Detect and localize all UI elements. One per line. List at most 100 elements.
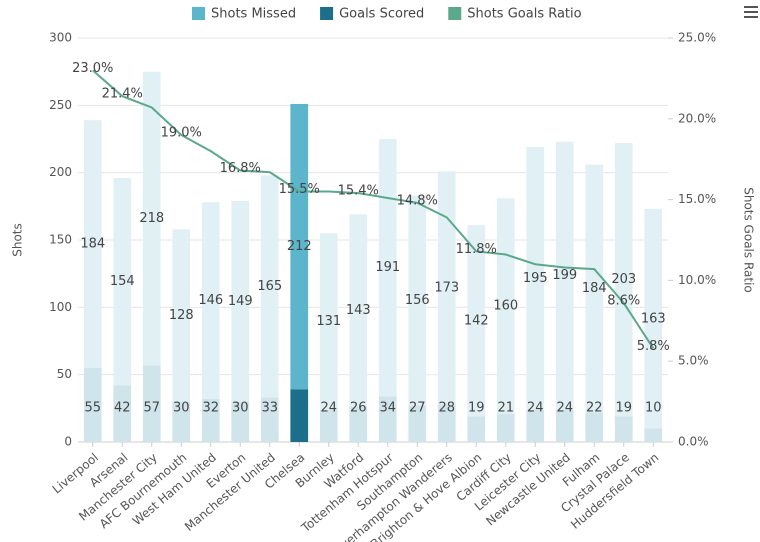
data-label: 184 — [80, 237, 105, 252]
data-label: 19 — [615, 401, 632, 416]
line-label: 11.8% — [456, 242, 497, 257]
data-label: 30 — [232, 401, 249, 416]
data-label: 165 — [257, 279, 282, 294]
data-label: 10 — [645, 401, 662, 416]
y-axis-title: Shots — [11, 223, 25, 257]
bar-segment — [290, 103, 309, 390]
data-label: 34 — [379, 401, 396, 416]
line-label: 23.0% — [72, 61, 113, 76]
data-label: 160 — [493, 298, 518, 313]
bar-segment — [585, 412, 604, 442]
bar-segment — [378, 396, 397, 442]
bar-segment — [349, 406, 368, 442]
legend-label: Shots Goals Ratio — [467, 7, 581, 22]
bar-segment — [614, 416, 633, 442]
bar-segment — [437, 171, 456, 405]
y2-tick-label: 5.0% — [678, 354, 709, 368]
legend-swatch — [320, 7, 334, 20]
bar-segment — [260, 397, 279, 442]
bar-segment — [614, 143, 633, 417]
data-label: 199 — [552, 268, 577, 283]
bar-segment — [113, 178, 132, 386]
y2-tick-label: 20.0% — [678, 111, 716, 125]
bar-segment — [496, 413, 515, 442]
data-label: 218 — [139, 211, 164, 226]
data-label: 203 — [611, 272, 636, 287]
bar-segment — [585, 164, 604, 413]
bar-segment — [231, 401, 250, 442]
line-label: 19.0% — [161, 125, 202, 140]
data-label: 33 — [261, 401, 278, 416]
y2-tick-label: 10.0% — [678, 273, 716, 287]
menu-icon[interactable] — [744, 6, 758, 18]
data-label: 32 — [202, 401, 219, 416]
menu-bar — [744, 11, 758, 13]
bar-segment — [83, 120, 102, 368]
line-label: 5.8% — [637, 339, 670, 354]
y-tick-label: 250 — [49, 98, 72, 112]
bar-segment — [142, 365, 161, 442]
legend-label: Goals Scored — [339, 7, 424, 22]
bar-segment — [496, 198, 515, 414]
data-label: 173 — [434, 280, 459, 295]
bar-segment — [408, 405, 427, 442]
line-series — [92, 69, 655, 349]
bar-segment — [644, 209, 663, 429]
bar-segment — [319, 409, 338, 442]
line-label: 15.5% — [279, 182, 320, 197]
bar-segment — [231, 200, 250, 402]
y-tick-label: 200 — [49, 165, 72, 179]
line-label: 15.4% — [338, 184, 379, 199]
bar-segment — [526, 147, 545, 410]
data-label: 191 — [375, 260, 400, 275]
bar-segment — [319, 233, 338, 410]
data-label: 154 — [110, 274, 135, 289]
bar-segment — [142, 71, 161, 366]
menu-bar — [744, 16, 758, 18]
data-label: 131 — [316, 314, 341, 329]
data-label: 156 — [405, 293, 430, 308]
legend-swatch — [448, 7, 462, 20]
data-label: 21 — [497, 401, 514, 416]
bar-segment — [644, 428, 663, 442]
data-label: 128 — [169, 308, 194, 323]
bar-segment — [113, 385, 132, 442]
legend-label: Shots Missed — [211, 7, 296, 22]
y-tick-label: 150 — [49, 233, 72, 247]
line-label: 21.4% — [102, 87, 143, 102]
bar-segment — [349, 214, 368, 407]
data-label: 146 — [198, 293, 223, 308]
bar-segment — [172, 401, 191, 442]
bar-segment — [408, 195, 427, 406]
bar-segment — [467, 225, 486, 417]
bar-segment — [201, 398, 220, 442]
data-label: 42 — [114, 401, 131, 416]
data-label: 24 — [527, 401, 544, 416]
data-label: 27 — [409, 401, 426, 416]
legend-swatch — [192, 7, 205, 20]
data-label: 195 — [523, 271, 548, 286]
data-label: 184 — [582, 281, 607, 296]
bar-segment — [378, 139, 397, 397]
menu-bar — [744, 6, 758, 8]
y-tick-label: 100 — [49, 300, 72, 314]
y2-tick-label: 0.0% — [678, 435, 709, 449]
data-label: 143 — [346, 303, 371, 318]
bar-segment — [290, 389, 309, 442]
data-label: 24 — [556, 401, 573, 416]
bar-segment — [526, 409, 545, 442]
data-label: 212 — [287, 239, 312, 254]
y-tick-label: 50 — [57, 367, 72, 381]
y-tick-label: 0 — [64, 435, 72, 449]
y-tick-label: 300 — [49, 31, 72, 45]
data-label: 55 — [84, 401, 101, 416]
data-label: 24 — [320, 401, 337, 416]
bar-segment — [437, 404, 456, 442]
data-label: 57 — [143, 401, 160, 416]
line-label: 14.8% — [397, 193, 438, 208]
bar-segment — [555, 409, 574, 442]
bar-segment — [201, 202, 220, 399]
y2-tick-label: 25.0% — [678, 31, 716, 45]
data-label: 19 — [468, 401, 485, 416]
